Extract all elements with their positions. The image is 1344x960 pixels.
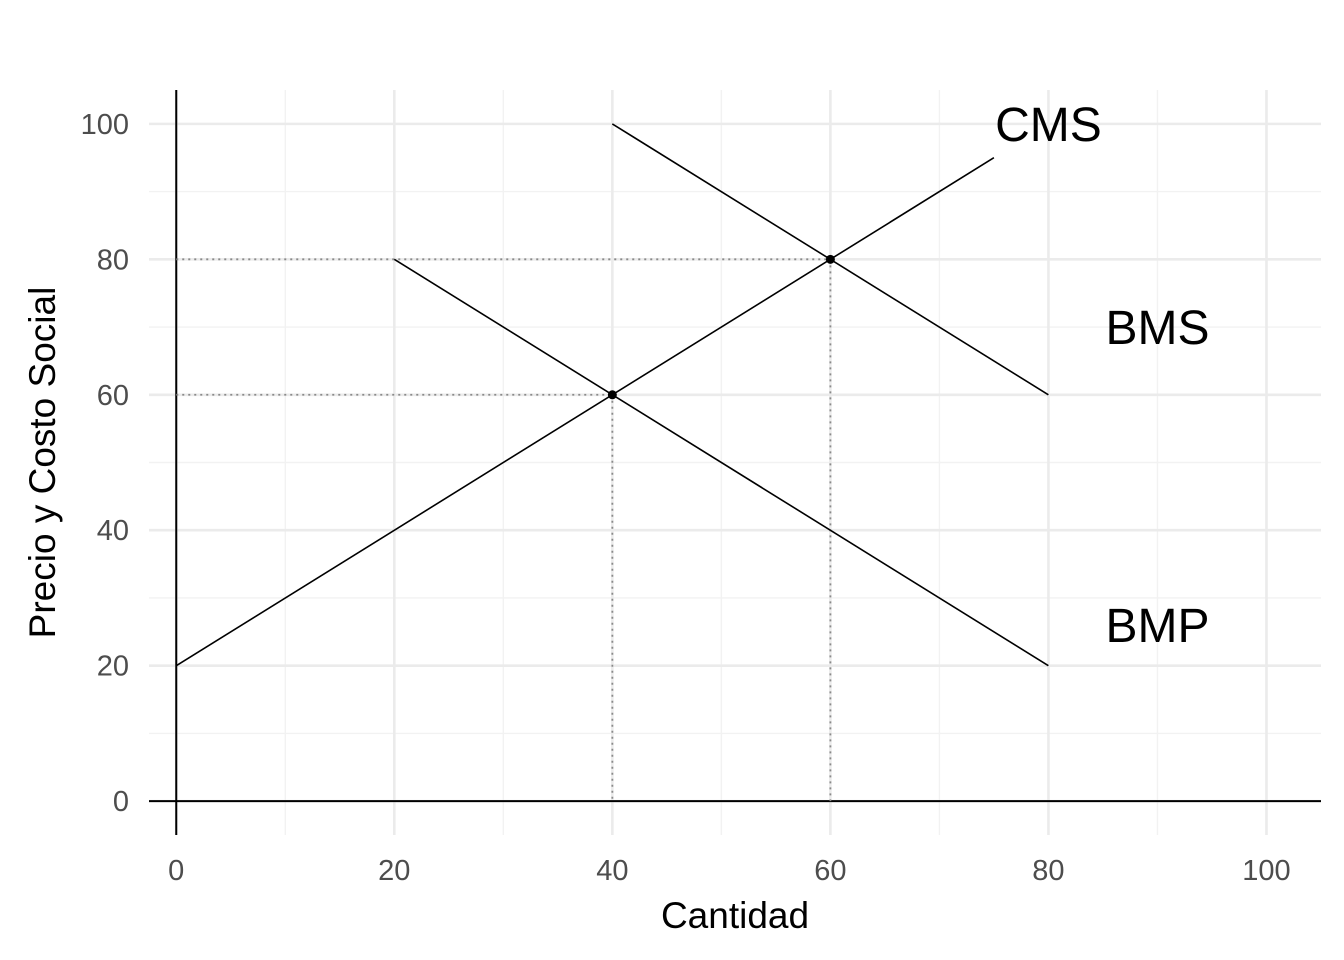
grid-minor: [149, 90, 1321, 835]
x-tick-label: 0: [168, 855, 184, 887]
highlight-points: [607, 254, 835, 400]
y-tick-label: 100: [81, 109, 129, 141]
y-tick-label: 40: [97, 515, 129, 547]
x-tick-labels: 0 20 40 60 80 100: [168, 855, 1290, 887]
y-tick-label: 80: [97, 244, 129, 276]
curve-cms: [175, 157, 995, 667]
intersection-point: [607, 390, 617, 400]
y-axis-title: Precio y Costo Social: [22, 287, 63, 639]
x-tick-label: 20: [378, 855, 410, 887]
curve-labels: CMS BMS BMP: [995, 99, 1209, 653]
axes: [149, 90, 1321, 835]
y-tick-label: 0: [113, 786, 129, 818]
curve-label-cms: CMS: [995, 99, 1102, 152]
intersection-point: [825, 254, 835, 264]
curve-bmp: [393, 258, 1049, 667]
x-tick-label: 80: [1032, 855, 1064, 887]
x-axis-title: Cantidad: [661, 895, 809, 936]
curve-label-bms: BMS: [1105, 302, 1209, 355]
curve-label-bmp: BMP: [1105, 600, 1209, 653]
y-tick-label: 60: [97, 380, 129, 412]
x-tick-label: 100: [1242, 855, 1290, 887]
x-tick-label: 60: [814, 855, 846, 887]
x-tick-label: 40: [596, 855, 628, 887]
y-tick-label: 20: [97, 651, 129, 683]
y-tick-labels: 0 20 40 60 80 100: [81, 109, 129, 818]
